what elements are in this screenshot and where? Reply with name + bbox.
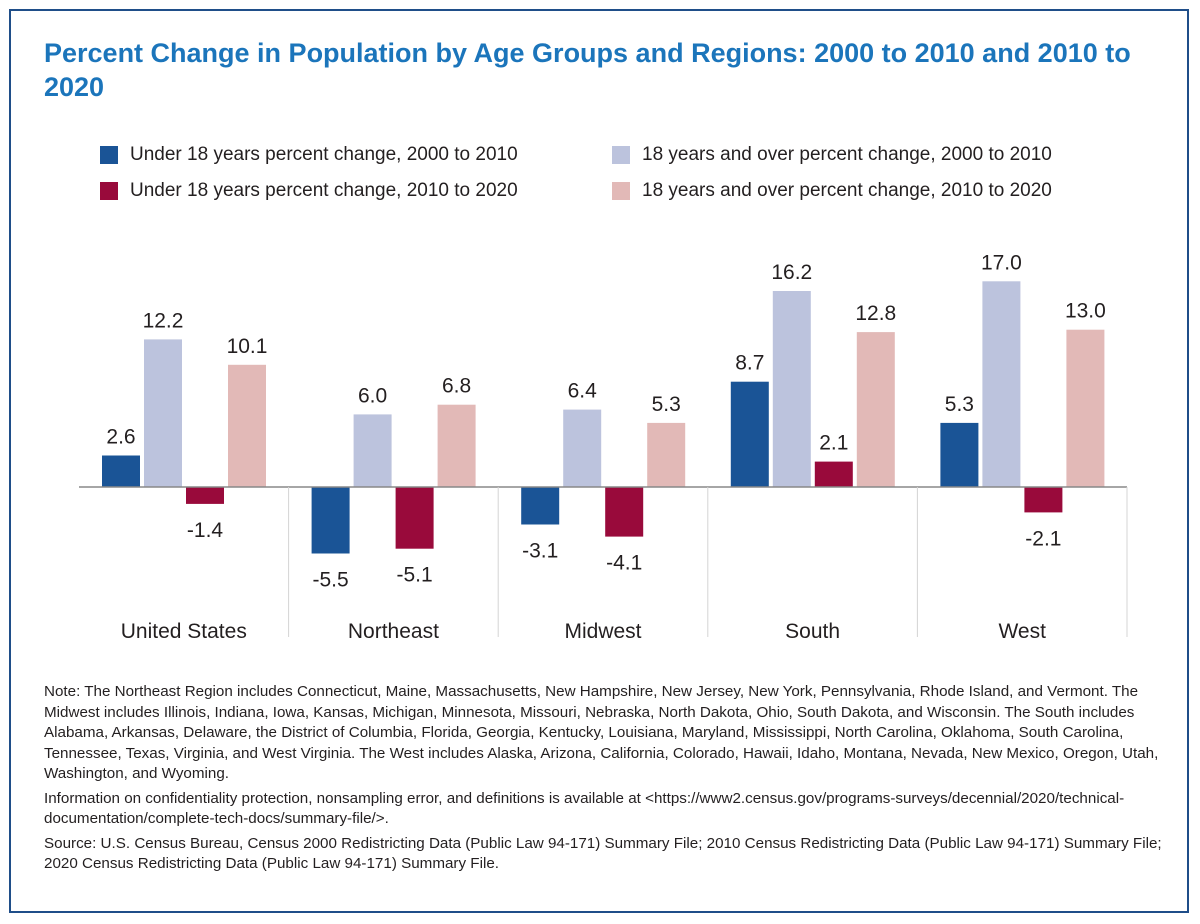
legend-swatch <box>100 146 118 164</box>
legend-swatch <box>100 182 118 200</box>
note-text: Note: The Northeast Region includes Conn… <box>44 683 1159 782</box>
chart-frame <box>9 9 1189 913</box>
legend-label: Under 18 years percent change, 2010 to 2… <box>130 180 518 201</box>
info-text: Information on confidentiality protectio… <box>44 789 1125 828</box>
source-text: Source: U.S. Census Bureau, Census 2000 … <box>44 834 1162 873</box>
legend-item-under18-2000-2010: Under 18 years percent change, 2000 to 2… <box>100 143 518 167</box>
chart-notes: Note: The Northeast Region includes Conn… <box>44 682 1164 879</box>
legend-label: 18 years and over percent change, 2010 t… <box>642 180 1052 201</box>
legend-label: 18 years and over percent change, 2000 t… <box>642 144 1052 165</box>
legend-item-18over-2000-2010: 18 years and over percent change, 2000 t… <box>612 143 1052 167</box>
legend-swatch <box>612 182 630 200</box>
chart-title: Percent Change in Population by Age Grou… <box>44 38 1131 102</box>
legend-item-18over-2010-2020: 18 years and over percent change, 2010 t… <box>612 179 1052 203</box>
legend-swatch <box>612 146 630 164</box>
legend-label: Under 18 years percent change, 2000 to 2… <box>130 144 518 165</box>
legend-item-under18-2010-2020: Under 18 years percent change, 2010 to 2… <box>100 179 518 203</box>
